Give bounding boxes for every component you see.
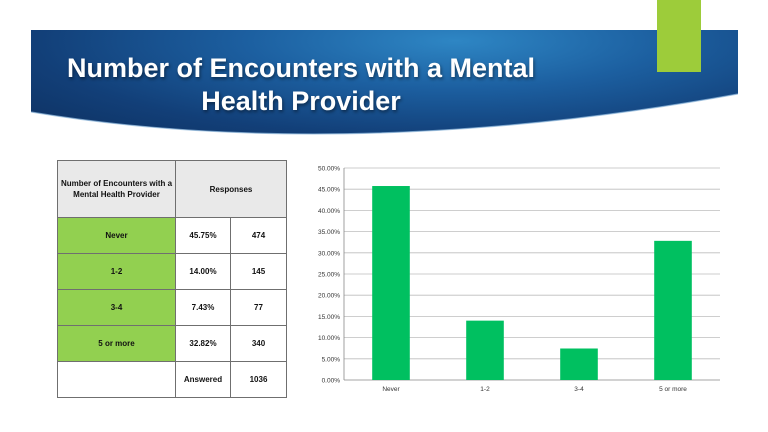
x-tick-label: 1-2 (480, 386, 490, 393)
y-tick-label: 5.00% (322, 356, 341, 363)
table-row: 5 or more 32.82% 340 (57, 325, 287, 362)
slide-title: Number of Encounters with a Mental Healt… (66, 53, 536, 116)
table-header-responses: Responses (175, 160, 287, 218)
table-cell-category: Never (57, 217, 176, 254)
table-header-category: Number of Encounters with a Mental Healt… (57, 160, 176, 218)
bar (560, 348, 598, 380)
x-tick-label: 5 or more (659, 386, 687, 393)
y-tick-label: 30.00% (318, 250, 340, 257)
y-tick-label: 15.00% (318, 314, 340, 321)
y-tick-label: 25.00% (318, 272, 340, 279)
table-cell-category: 1-2 (57, 253, 176, 290)
table-row: 1-2 14.00% 145 (57, 253, 287, 290)
table-footer-label: Answered (175, 361, 231, 398)
y-tick-label: 0.00% (322, 378, 341, 385)
table-cell-percent: 32.82% (175, 325, 231, 362)
table-cell-count: 145 (230, 253, 287, 290)
x-tick-label: 3-4 (574, 386, 584, 393)
responses-table: Number of Encounters with a Mental Healt… (57, 160, 287, 398)
table-cell-percent: 7.43% (175, 289, 231, 326)
table-cell-category: 3-4 (57, 289, 176, 326)
bar (466, 320, 504, 380)
banner-swoosh (31, 93, 738, 146)
x-tick-label: Never (382, 386, 400, 393)
bar-chart: 0.00% 5.00% 10.00% 15.00% 20.00% 25.00% 30.00%… (318, 166, 720, 393)
accent-bar (657, 0, 701, 72)
table-cell-count: 340 (230, 325, 287, 362)
y-tick-label: 20.00% (318, 293, 340, 300)
table-row: 3-4 7.43% 77 (57, 289, 287, 326)
table-cell-percent: 45.75% (175, 217, 231, 254)
table-footer-value: 1036 (230, 361, 287, 398)
table-row: Never 45.75% 474 (57, 217, 287, 254)
y-tick-label: 50.00% (318, 166, 340, 173)
bar (654, 240, 692, 380)
table-cell-percent: 14.00% (175, 253, 231, 290)
y-tick-label: 45.00% (318, 187, 340, 194)
y-tick-label: 10.00% (318, 335, 340, 342)
y-tick-label: 35.00% (318, 229, 340, 236)
table-footer-row: Answered 1036 (57, 361, 287, 398)
y-tick-label: 40.00% (318, 208, 340, 215)
bar (372, 186, 410, 380)
table-cell-count: 77 (230, 289, 287, 326)
table-cell-count: 474 (230, 217, 287, 254)
table-cell-category: 5 or more (57, 325, 176, 362)
table-cell-empty (57, 361, 176, 398)
